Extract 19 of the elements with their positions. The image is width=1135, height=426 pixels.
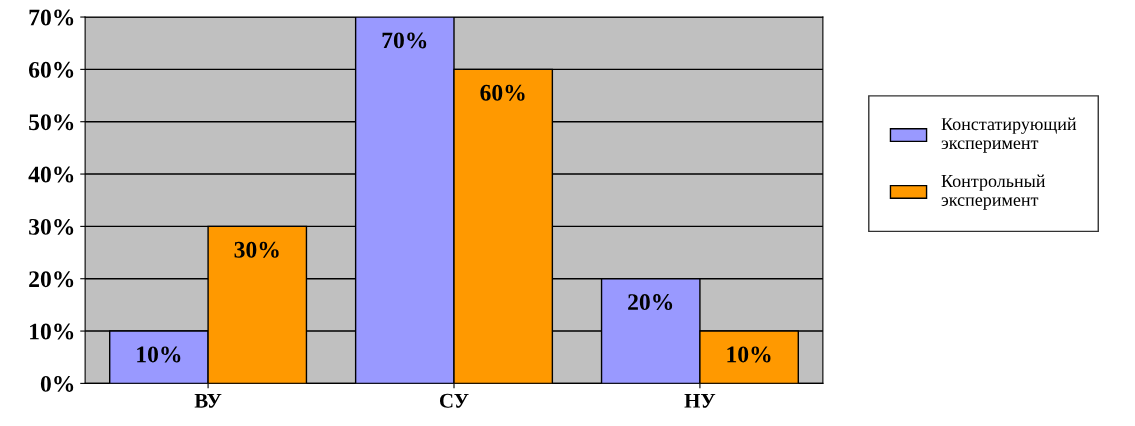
y-tick-label: 70%	[29, 9, 74, 26]
y-tick-label: 60%	[28, 61, 74, 78]
legend-label: Констатирующий эксперимент	[941, 117, 1077, 153]
x-tick-label: НУ	[684, 393, 716, 408]
data-label: 30%	[234, 241, 279, 258]
y-tick-label: 30%	[29, 218, 74, 235]
y-tick-label: 40%	[28, 166, 74, 183]
data-label: 60%	[480, 84, 525, 101]
data-label: 20%	[628, 294, 673, 311]
data-label: 70%	[382, 32, 427, 49]
y-tick-label: 10%	[30, 323, 74, 340]
x-tick-label: СУ	[439, 393, 469, 408]
y-tick-label: 0%	[40, 375, 74, 392]
y-tick-label: 20%	[29, 271, 74, 288]
legend-label: Контрольный эксперимент	[941, 174, 1046, 210]
x-tick-label: ВУ	[194, 393, 222, 408]
data-label: 10%	[727, 346, 771, 363]
y-tick-label: 50%	[29, 114, 74, 131]
data-label: 10%	[137, 346, 181, 363]
